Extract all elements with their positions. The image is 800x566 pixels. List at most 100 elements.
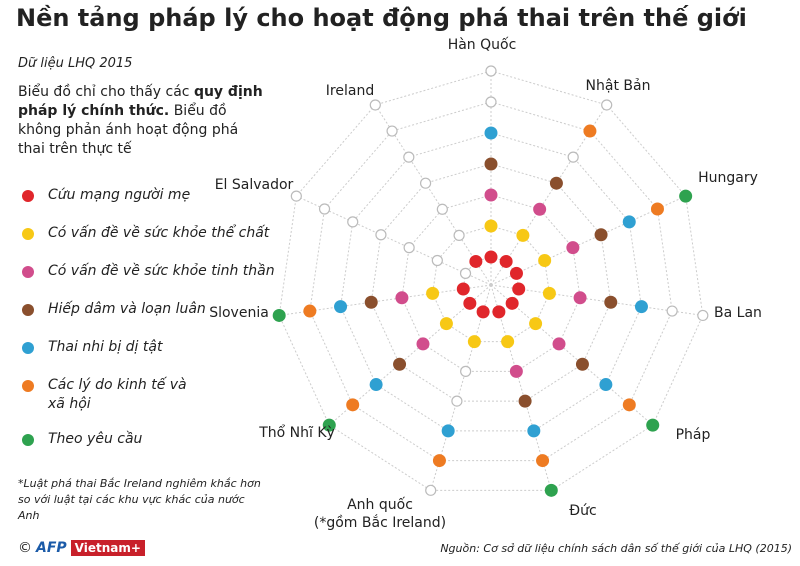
dot: [403, 242, 415, 254]
dot: [393, 357, 407, 371]
dot: [436, 203, 448, 215]
dot: [476, 305, 490, 319]
country-label: El Salvador: [215, 177, 294, 193]
dot: [544, 483, 558, 497]
dot: [505, 296, 519, 310]
dot: [697, 309, 709, 322]
dot: [575, 357, 589, 371]
country-label: Hungary: [698, 170, 758, 186]
dot: [622, 215, 636, 229]
dot: [431, 254, 443, 267]
dot: [599, 378, 613, 392]
dot: [485, 65, 497, 77]
legend-item: Hiếp dâm và loạn luân: [20, 300, 278, 319]
dot: [441, 424, 455, 438]
country-label: Ireland: [326, 83, 374, 99]
dot: [573, 291, 587, 305]
legend-dot: [22, 190, 34, 202]
dot: [469, 254, 483, 268]
dot: [501, 335, 515, 349]
copyright: ©: [18, 540, 32, 556]
ring: [309, 101, 673, 462]
dot: [416, 337, 430, 351]
dot: [346, 398, 360, 412]
dot: [549, 176, 563, 190]
legend-label: Có vấn đề về sức khỏe tinh thần: [48, 263, 275, 279]
dot: [459, 267, 472, 279]
dot: [334, 300, 348, 314]
dot: [509, 266, 523, 280]
dot: [467, 335, 481, 349]
dot: [484, 250, 498, 264]
legend-dot: [22, 266, 34, 278]
vietnamplus-logo: Vietnam+: [70, 540, 145, 556]
dot: [509, 364, 523, 378]
dot: [425, 484, 437, 496]
dot: [439, 317, 453, 331]
dot: [594, 228, 608, 242]
legend-dot: [22, 434, 34, 446]
country-label: Nhật Bản: [586, 78, 651, 94]
note-text: Biểu đồ chỉ cho thấy các: [18, 84, 194, 100]
dot: [518, 394, 532, 408]
note-text: Biểu đồ không phản ánh hoạt động phá tha…: [18, 103, 239, 157]
ring: [401, 194, 581, 372]
dot: [463, 296, 477, 310]
ring: [340, 132, 642, 432]
country-label: Pháp: [676, 427, 711, 443]
dot: [566, 241, 580, 255]
ring: [278, 70, 704, 491]
dot: [403, 151, 415, 163]
dot: [538, 253, 552, 267]
dot: [451, 395, 463, 407]
dot: [426, 286, 440, 300]
legend-item: Thai nhi bị dị tật: [20, 338, 278, 357]
dot: [347, 216, 359, 228]
subtitle: Dữ liệu LHQ 2015: [18, 56, 133, 71]
country-label: Hàn Quốc: [448, 36, 517, 53]
ring: [370, 163, 612, 402]
dot: [666, 305, 678, 317]
dot: [453, 229, 465, 241]
dot: [542, 286, 556, 300]
dot: [499, 254, 513, 268]
dot: [369, 378, 383, 392]
dot: [650, 202, 664, 216]
dot: [492, 305, 506, 319]
dot: [533, 202, 547, 216]
afp-logo: AFP: [36, 540, 67, 556]
country-label: Thổ Nhĩ Kỳ: [258, 424, 335, 441]
dot: [318, 203, 331, 215]
legend-dot: [22, 228, 34, 240]
chart-title: Nền tảng pháp lý cho hoạt động phá thai …: [16, 4, 747, 32]
dot: [516, 228, 530, 242]
legend-label: Hiếp dâm và loạn luân: [48, 301, 206, 317]
legend-item: Theo yêu cầu: [20, 430, 278, 449]
dot: [460, 365, 472, 377]
legend-item: Có vấn đề về sức khỏe tinh thần: [20, 262, 278, 281]
dot: [484, 126, 498, 140]
dot: [646, 418, 660, 432]
legend-label: Thai nhi bị dị tật: [48, 339, 163, 355]
note-bold: quy định pháp lý chính thức.: [18, 84, 263, 119]
dot: [484, 157, 498, 171]
legend-item: Các lý do kinh tế và xã hội: [20, 376, 198, 414]
note: Biểu đồ chỉ cho thấy các quy định pháp l…: [18, 83, 268, 159]
dot: [485, 96, 497, 108]
country-label: Slovenia: [209, 305, 269, 321]
footnote: *Luật phá thai Bắc Ireland nghiêm khắc h…: [18, 477, 261, 522]
dot: [527, 424, 541, 438]
dot: [375, 229, 387, 241]
dot: [512, 282, 526, 296]
dot: [552, 337, 566, 351]
dot: [583, 124, 597, 138]
dot: [634, 300, 648, 314]
legend-dot: [22, 342, 34, 354]
dot: [290, 190, 302, 202]
dot: [272, 308, 286, 322]
dot: [604, 295, 618, 309]
dot: [386, 125, 398, 137]
legend-dot: [22, 380, 34, 392]
legend-item: Có vấn đề về sức khỏe thể chất: [20, 224, 278, 243]
